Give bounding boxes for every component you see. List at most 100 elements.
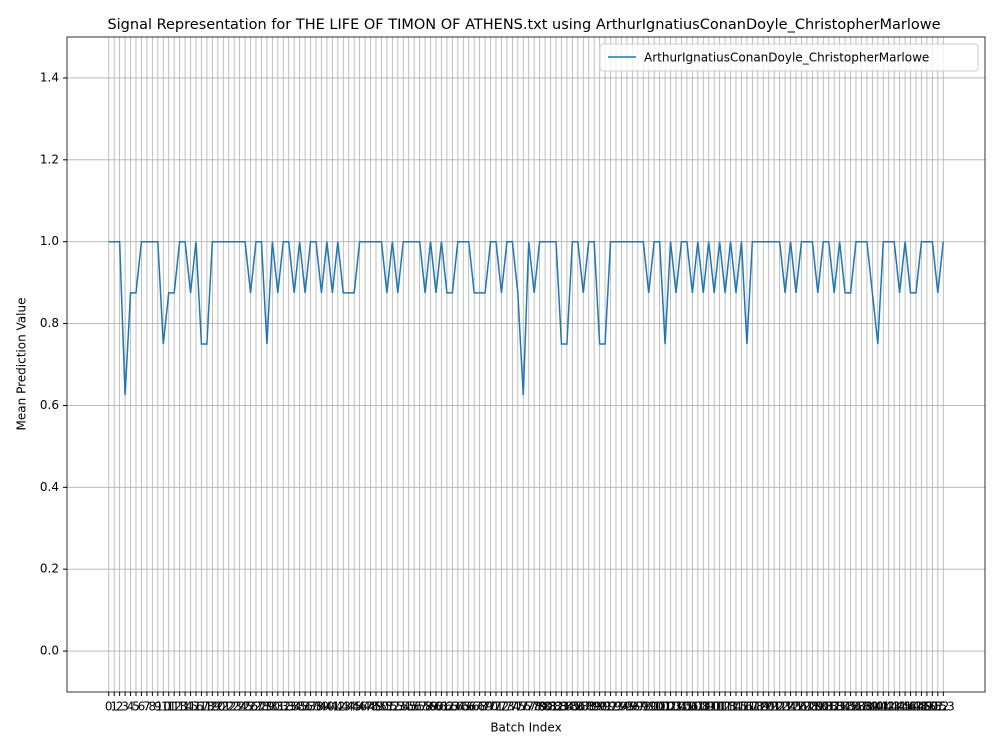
x-tick-label: 32 [276,700,291,714]
x-tick-label: 122 [763,700,786,714]
x-tick-label: 62 [439,700,454,714]
x-tick-label: 99 [641,700,656,714]
x-tick-label: 21 [216,700,231,714]
x-tick-label: 132 [817,700,840,714]
x-tick-label: 43 [336,700,351,714]
x-tick-label: 72 [494,700,509,714]
x-tick-label: 61 [434,700,449,714]
x-tick-label: 16 [188,700,203,714]
x-tick-label: 41 [325,700,340,714]
y-tick-label: 0.6 [40,398,59,412]
x-tick-label: 125 [779,700,802,714]
x-tick-label: 36 [297,700,312,714]
x-tick-label: 91 [597,700,612,714]
x-tick-label: 44 [341,700,356,714]
plot-frame [66,36,986,693]
x-tick-label: 138 [850,700,873,714]
x-tick-label: 50 [374,700,389,714]
x-tick-label: 52 [385,700,400,714]
x-tick-label: 88 [581,700,596,714]
x-tick-label: 120 [752,700,775,714]
x-tick-label: 56 [407,700,422,714]
x-tick-label: 142 [872,700,895,714]
x-tick-label: 130 [806,700,829,714]
x-tick-label: 136 [839,700,862,714]
x-tick-label: 14 [177,700,192,714]
x-tick-label: 9 [154,700,162,714]
x-tick-label: 2 [116,700,124,714]
x-tick-label: 148 [905,700,928,714]
x-tick-label: 123 [768,700,791,714]
x-tick-label: 150 [915,700,938,714]
x-tick-label: 70 [483,700,498,714]
x-tick-label: 20 [210,700,225,714]
x-tick-label: 146 [894,700,917,714]
x-tick-label: 60 [428,700,443,714]
x-tick-label: 108 [686,700,709,714]
x-tick-label: 63 [445,700,460,714]
y-tick-label: 1.4 [40,70,59,84]
x-tick-label: 71 [488,700,503,714]
x-tick-label: 93 [608,700,623,714]
x-tick-label: 28 [254,700,269,714]
x-tick-label: 27 [248,700,263,714]
x-tick-label: 83 [554,700,569,714]
x-tick-label: 92 [603,700,618,714]
x-tick-label: 84 [559,700,574,714]
x-tick-label: 13 [172,700,187,714]
x-tick-label: 97 [630,700,645,714]
x-tick-label: 114 [719,700,742,714]
x-tick-label: 89 [587,700,602,714]
x-tick-label: 98 [636,700,651,714]
x-tick-label: 48 [363,700,378,714]
x-tick-label: 121 [757,700,780,714]
x-tick-label: 5 [132,700,140,714]
x-tick-label: 54 [396,700,411,714]
x-tick-label: 24 [232,700,247,714]
x-tick-label: 134 [828,700,851,714]
x-tick-label: 116 [730,700,753,714]
x-tick-label: 87 [576,700,591,714]
x-tick-label: 35 [292,700,307,714]
x-tick-label: 29 [259,700,274,714]
x-tick-label: 90 [592,700,607,714]
x-tick-label: 6 [138,700,146,714]
x-tick-label: 101 [648,700,671,714]
x-tick-label: 10 [156,700,171,714]
x-tick-label: 78 [527,700,542,714]
x-tick-label: 140 [861,700,884,714]
x-tick-label: 67 [467,700,482,714]
x-tick-label: 74 [505,700,520,714]
x-tick-label: 25 [237,700,252,714]
x-tick-label: 109 [692,700,715,714]
x-tick-label: 129 [801,700,824,714]
x-tick-label: 153 [932,700,955,714]
x-tick-label: 77 [521,700,536,714]
x-tick-label: 95 [619,700,634,714]
x-tick-label: 45 [347,700,362,714]
x-tick-label: 66 [461,700,476,714]
x-tick-label: 37 [303,700,318,714]
x-tick-label: 1 [110,700,118,714]
x-tick-label: 107 [681,700,704,714]
x-tick-label: 139 [855,700,878,714]
y-tick-label: 1.2 [40,152,59,166]
x-tick-label: 23 [227,700,242,714]
x-tick-label: 104 [665,700,688,714]
y-axis-label: Mean Prediction Value [15,298,29,431]
x-tick-label: 68 [472,700,487,714]
x-tick-label: 100 [643,700,666,714]
x-tick-label: 128 [795,700,818,714]
x-tick-label: 113 [714,700,737,714]
x-tick-label: 58 [417,700,432,714]
x-tick-label: 76 [516,700,531,714]
x-tick-label: 137 [845,700,868,714]
x-tick-label: 124 [774,700,797,714]
x-tick-label: 151 [921,700,944,714]
x-tick-label: 17 [194,700,209,714]
x-tick-label: 31 [270,700,285,714]
y-tick-label: 0.2 [40,562,59,576]
x-tick-label: 42 [330,700,345,714]
x-tick-label: 145 [888,700,911,714]
